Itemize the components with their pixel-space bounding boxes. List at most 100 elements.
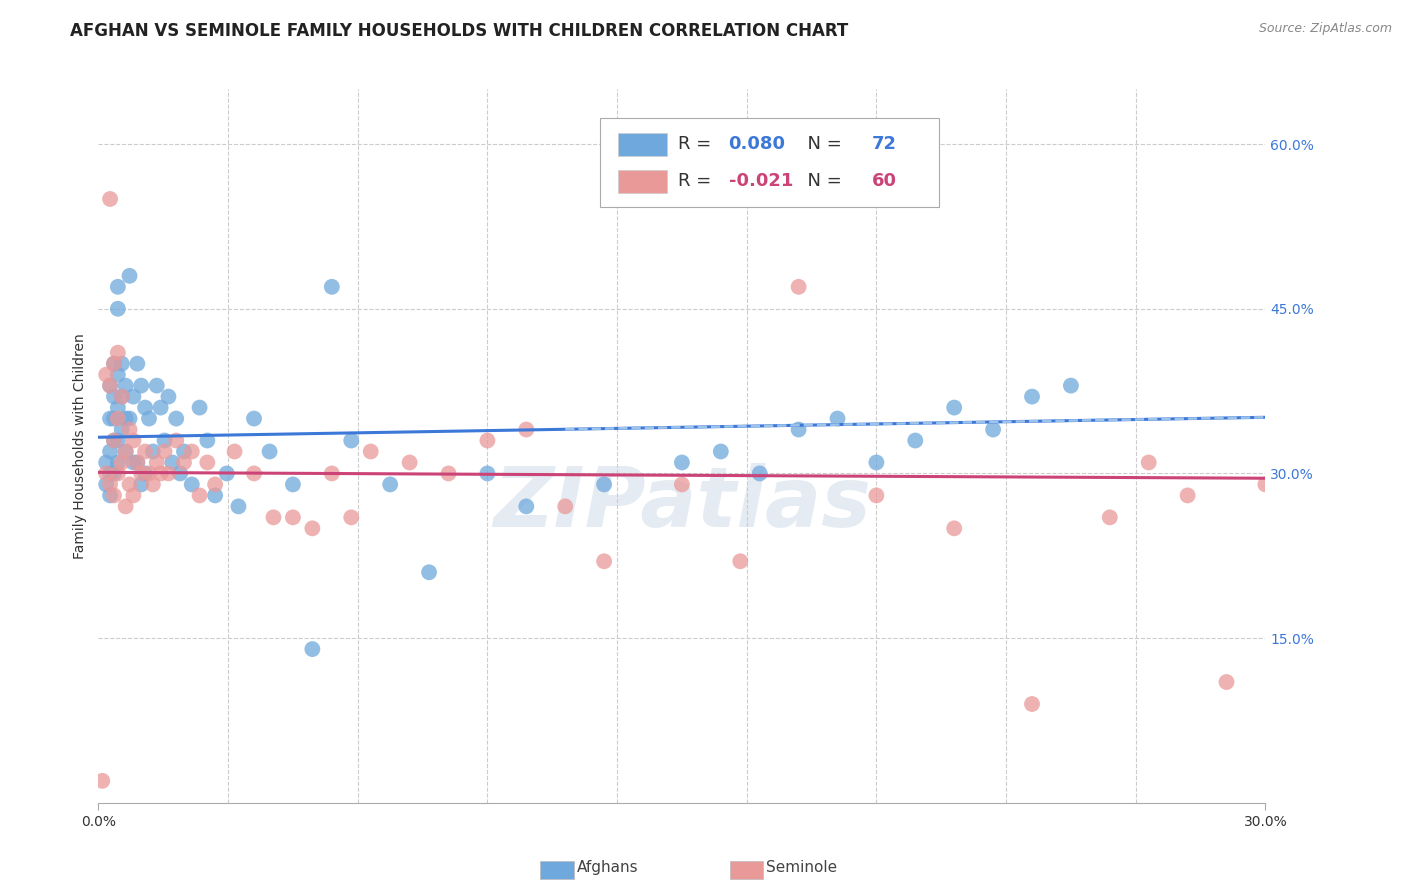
Point — [103, 434, 125, 448]
Point — [103, 411, 125, 425]
Point — [122, 434, 145, 448]
Point — [118, 411, 141, 425]
Point — [827, 411, 849, 425]
Point — [98, 378, 121, 392]
Point — [96, 467, 118, 481]
Point — [1215, 675, 1237, 690]
Point — [111, 357, 134, 371]
Point — [103, 434, 125, 448]
Point — [122, 455, 145, 469]
Point — [321, 467, 343, 481]
Point — [340, 510, 363, 524]
Point — [554, 500, 576, 514]
Point — [165, 434, 187, 448]
Point — [134, 444, 156, 458]
Point — [173, 455, 195, 469]
Point — [943, 521, 966, 535]
Point — [118, 423, 141, 437]
Point — [477, 434, 499, 448]
Text: -0.021: -0.021 — [728, 172, 793, 190]
Point — [103, 357, 125, 371]
Text: R =: R = — [679, 136, 717, 153]
Text: AFGHAN VS SEMINOLE FAMILY HOUSEHOLDS WITH CHILDREN CORRELATION CHART: AFGHAN VS SEMINOLE FAMILY HOUSEHOLDS WIT… — [70, 22, 849, 40]
Point — [477, 467, 499, 481]
Point — [153, 444, 176, 458]
Point — [98, 477, 121, 491]
Point — [103, 390, 125, 404]
Point — [107, 434, 129, 448]
Point — [215, 467, 238, 481]
Text: 72: 72 — [872, 136, 897, 153]
Point — [378, 477, 402, 491]
Point — [149, 401, 172, 415]
Point — [301, 521, 323, 535]
Point — [149, 467, 172, 481]
Point — [96, 368, 118, 382]
Point — [418, 566, 440, 580]
Point — [98, 444, 121, 458]
Point — [515, 500, 537, 514]
Point — [1021, 390, 1043, 404]
Point — [904, 434, 927, 448]
Point — [127, 455, 149, 469]
Point — [593, 554, 616, 568]
Y-axis label: Family Households with Children: Family Households with Children — [73, 333, 87, 559]
Point — [134, 401, 156, 415]
FancyBboxPatch shape — [617, 169, 666, 193]
Point — [98, 488, 121, 502]
Point — [98, 467, 121, 481]
Point — [188, 488, 211, 502]
Point — [865, 455, 887, 469]
Point — [103, 488, 125, 502]
Point — [153, 434, 176, 448]
Point — [1137, 455, 1160, 469]
Point — [114, 444, 136, 458]
Text: N =: N = — [796, 172, 848, 190]
Point — [157, 467, 180, 481]
Point — [114, 500, 136, 514]
Point — [111, 390, 134, 404]
Point — [398, 455, 420, 469]
Point — [111, 390, 134, 404]
Point — [111, 423, 134, 437]
Point — [142, 444, 165, 458]
Point — [243, 411, 266, 425]
Text: ZIPatlas: ZIPatlas — [494, 463, 870, 543]
Point — [169, 467, 191, 481]
Point — [730, 554, 752, 568]
Point — [107, 345, 129, 359]
Point — [107, 411, 129, 425]
Point — [98, 411, 121, 425]
Point — [103, 357, 125, 371]
FancyBboxPatch shape — [617, 133, 666, 155]
Point — [114, 378, 136, 392]
Point — [165, 411, 187, 425]
Point — [91, 773, 114, 788]
Point — [710, 444, 733, 458]
Point — [1060, 378, 1083, 392]
Text: Afghans: Afghans — [576, 861, 638, 875]
Point — [787, 280, 810, 294]
Point — [1177, 488, 1199, 502]
Point — [129, 467, 152, 481]
Point — [98, 192, 121, 206]
Text: Seminole: Seminole — [766, 861, 838, 875]
Point — [340, 434, 363, 448]
Point — [107, 301, 129, 316]
Point — [157, 390, 180, 404]
Point — [671, 455, 693, 469]
Point — [281, 477, 304, 491]
Point — [107, 368, 129, 382]
Point — [138, 411, 160, 425]
Point — [748, 467, 770, 481]
Point — [865, 488, 887, 502]
Point — [107, 467, 129, 481]
Point — [122, 390, 145, 404]
Point — [129, 477, 152, 491]
Point — [107, 455, 129, 469]
Point — [146, 378, 169, 392]
Text: R =: R = — [679, 172, 717, 190]
Point — [188, 401, 211, 415]
Point — [1021, 697, 1043, 711]
Point — [107, 401, 129, 415]
